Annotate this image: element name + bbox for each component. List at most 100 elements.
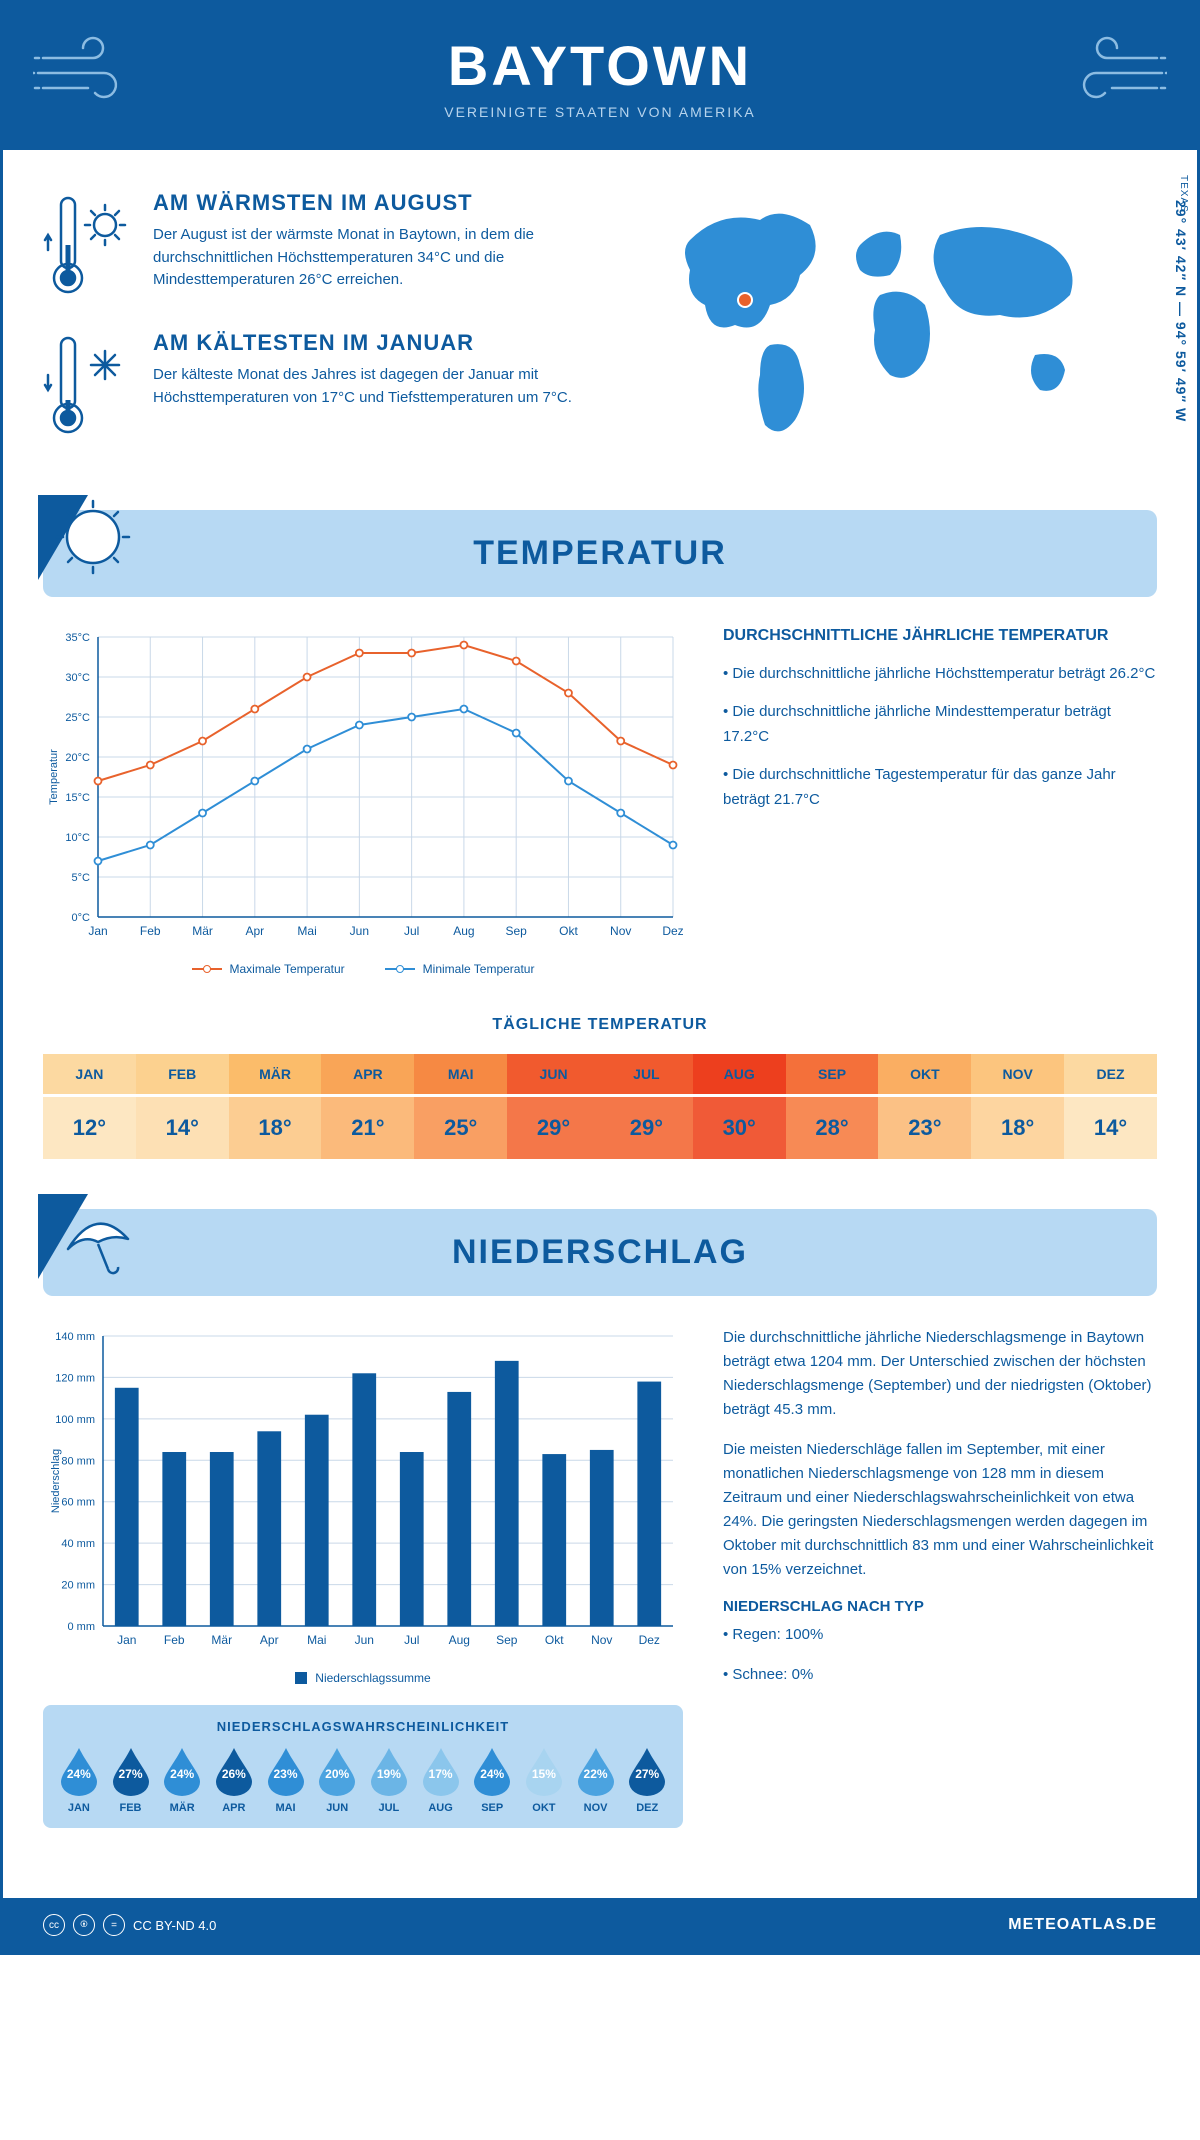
svg-text:Feb: Feb <box>140 924 161 938</box>
svg-text:Nov: Nov <box>610 924 631 938</box>
svg-text:35°C: 35°C <box>65 632 90 644</box>
coldest-text: AM KÄLTESTEN IM JANUAR Der kälteste Mona… <box>153 330 583 440</box>
svg-text:0 mm: 0 mm <box>68 1621 96 1633</box>
svg-text:Mär: Mär <box>192 924 213 938</box>
svg-text:Okt: Okt <box>545 1633 564 1647</box>
svg-text:Mai: Mai <box>297 924 316 938</box>
coordinates: 29° 43′ 42″ N — 94° 59′ 49″ W <box>1173 200 1189 422</box>
warmest-title: AM WÄRMSTEN IM AUGUST <box>153 190 583 216</box>
probability-title: NIEDERSCHLAGSWAHRSCHEINLICHKEIT <box>53 1719 673 1734</box>
country-subtitle: VEREINIGTE STAATEN VON AMERIKA <box>444 104 756 120</box>
header-title-block: BAYTOWN VEREINIGTE STAATEN VON AMERIKA <box>444 33 756 120</box>
precip-left-column: 0 mm20 mm40 mm60 mm80 mm100 mm120 mm140 … <box>43 1326 683 1828</box>
city-title: BAYTOWN <box>444 33 756 98</box>
temp-legend: .legend-item:nth-child(1) .legend-swatch… <box>43 962 683 976</box>
precip-type-title: NIEDERSCHLAG NACH TYP <box>723 1598 1157 1615</box>
page: BAYTOWN VEREINIGTE STAATEN VON AMERIKA <box>0 0 1200 1955</box>
temp-cell: JAN 12° <box>43 1054 136 1159</box>
temp-cell: JUL 29° <box>600 1054 693 1159</box>
thermometer-cold-icon <box>43 330 133 440</box>
drop-item: 23% MAI <box>260 1746 312 1814</box>
svg-text:Aug: Aug <box>453 924 474 938</box>
temp-text-p1: • Die durchschnittliche jährliche Höchst… <box>723 661 1157 687</box>
coldest-block: AM KÄLTESTEN IM JANUAR Der kälteste Mona… <box>43 330 583 440</box>
svg-text:Sep: Sep <box>506 924 528 938</box>
footer: cc 🅯 = CC BY-ND 4.0 METEOATLAS.DE <box>3 1898 1197 1952</box>
svg-text:0°C: 0°C <box>72 912 91 924</box>
license-text: CC BY-ND 4.0 <box>133 1918 216 1933</box>
svg-text:100 mm: 100 mm <box>55 1414 95 1426</box>
coldest-title: AM KÄLTESTEN IM JANUAR <box>153 330 583 356</box>
precip-section-header: NIEDERSCHLAG <box>43 1209 1157 1296</box>
svg-text:Jul: Jul <box>404 1633 419 1647</box>
svg-text:Jan: Jan <box>88 924 107 938</box>
legend-precip-label: Niederschlagssumme <box>315 1671 430 1685</box>
legend-precip: Niederschlagssumme <box>295 1671 430 1685</box>
svg-text:Jul: Jul <box>404 924 419 938</box>
svg-text:120 mm: 120 mm <box>55 1372 95 1384</box>
precip-type-1: • Regen: 100% <box>723 1623 1157 1647</box>
svg-text:Apr: Apr <box>245 924 264 938</box>
legend-min-label: Minimale Temperatur <box>423 962 535 976</box>
temperature-line-chart: 0°C5°C10°C15°C20°C25°C30°C35°CJanFebMärA… <box>43 627 683 947</box>
svg-text:Jan: Jan <box>117 1633 136 1647</box>
svg-text:40 mm: 40 mm <box>61 1538 95 1550</box>
svg-text:10°C: 10°C <box>65 832 90 844</box>
svg-text:Jun: Jun <box>350 924 369 938</box>
thermometer-hot-icon <box>43 190 133 300</box>
drop-item: 17% AUG <box>415 1746 467 1814</box>
precip-title: NIEDERSCHLAG <box>83 1233 1117 1272</box>
drop-item: 19% JUL <box>363 1746 415 1814</box>
temp-cell: AUG 30° <box>693 1054 786 1159</box>
content: AM WÄRMSTEN IM AUGUST Der August ist der… <box>3 150 1197 1898</box>
svg-text:Apr: Apr <box>260 1633 279 1647</box>
precip-right-column: Die durchschnittliche jährliche Niedersc… <box>723 1326 1157 1828</box>
wind-icon-left <box>33 33 153 113</box>
daily-temp-table: JAN 12° FEB 14° MÄR 18° APR 21° MAI 25° … <box>43 1054 1157 1159</box>
temp-cell: OKT 23° <box>878 1054 971 1159</box>
world-map-icon <box>623 190 1157 450</box>
svg-text:80 mm: 80 mm <box>61 1455 95 1467</box>
legend-max-label: Maximale Temperatur <box>230 962 345 976</box>
temp-text-title: DURCHSCHNITTLICHE JÄHRLICHE TEMPERATUR <box>723 627 1157 645</box>
cc-icon: cc <box>43 1914 65 1936</box>
coldest-body: Der kälteste Monat des Jahres ist dagege… <box>153 364 583 409</box>
drop-item: 24% MÄR <box>156 1746 208 1814</box>
temp-cell: FEB 14° <box>136 1054 229 1159</box>
precip-content-row: 0 mm20 mm40 mm60 mm80 mm100 mm120 mm140 … <box>43 1326 1157 1828</box>
svg-text:25°C: 25°C <box>65 712 90 724</box>
drop-item: 20% JUN <box>311 1746 363 1814</box>
header: BAYTOWN VEREINIGTE STAATEN VON AMERIKA <box>3 3 1197 150</box>
probability-box: NIEDERSCHLAGSWAHRSCHEINLICHKEIT 24% JAN … <box>43 1705 683 1828</box>
precip-p1: Die durchschnittliche jährliche Niedersc… <box>723 1326 1157 1422</box>
svg-text:Temperatur: Temperatur <box>48 749 60 805</box>
svg-text:Nov: Nov <box>591 1633 612 1647</box>
precipitation-bar-chart: 0 mm20 mm40 mm60 mm80 mm100 mm120 mm140 … <box>43 1326 683 1656</box>
footer-license: cc 🅯 = CC BY-ND 4.0 <box>43 1914 216 1936</box>
top-row: AM WÄRMSTEN IM AUGUST Der August ist der… <box>43 190 1157 470</box>
temp-content-row: 0°C5°C10°C15°C20°C25°C30°C35°CJanFebMärA… <box>43 627 1157 976</box>
probability-drops: 24% JAN 27% FEB 24% MÄR 26% APR 23% MAI <box>53 1746 673 1814</box>
drop-item: 15% OKT <box>518 1746 570 1814</box>
footer-brand: METEOATLAS.DE <box>1008 1916 1157 1934</box>
svg-text:Okt: Okt <box>559 924 578 938</box>
svg-text:Niederschlag: Niederschlag <box>50 1449 62 1513</box>
svg-text:Aug: Aug <box>449 1633 470 1647</box>
precip-legend: Niederschlagssumme <box>43 1671 683 1685</box>
drop-item: 22% NOV <box>570 1746 622 1814</box>
svg-text:Dez: Dez <box>662 924 683 938</box>
svg-text:5°C: 5°C <box>72 872 91 884</box>
temp-text-p3: • Die durchschnittliche Tagestemperatur … <box>723 762 1157 813</box>
svg-text:30°C: 30°C <box>65 672 90 684</box>
temp-section-header: TEMPERATUR <box>43 510 1157 597</box>
warmest-block: AM WÄRMSTEN IM AUGUST Der August ist der… <box>43 190 583 300</box>
by-icon: 🅯 <box>73 1914 95 1936</box>
map-column: TEXAS 29° 43′ 42″ N — 94° 59′ 49″ W <box>623 190 1157 470</box>
temp-cell: APR 21° <box>321 1054 414 1159</box>
temp-cell: NOV 18° <box>971 1054 1064 1159</box>
temp-cell: JUN 29° <box>507 1054 600 1159</box>
warmest-body: Der August ist der wärmste Monat in Bayt… <box>153 224 583 292</box>
svg-text:20°C: 20°C <box>65 752 90 764</box>
svg-text:Feb: Feb <box>164 1633 185 1647</box>
temp-cell: SEP 28° <box>786 1054 879 1159</box>
